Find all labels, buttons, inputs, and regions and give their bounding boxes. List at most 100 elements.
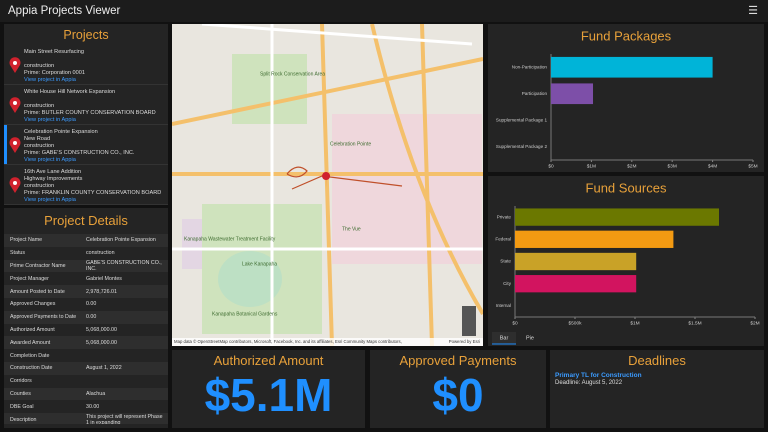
detail-label: Counties bbox=[10, 390, 31, 397]
project-item[interactable]: White House Hill Network Expansion constr… bbox=[4, 85, 168, 125]
bar bbox=[515, 252, 637, 271]
y-tick-label: Federal bbox=[495, 237, 511, 242]
pin-icon bbox=[9, 177, 21, 193]
pin-dot bbox=[13, 101, 17, 105]
pin-dot bbox=[13, 141, 17, 145]
project-link[interactable]: View project in Appia bbox=[24, 157, 76, 163]
map-label: Kanapaha Botanical Gardens bbox=[212, 311, 278, 317]
detail-row: Completion Date bbox=[4, 349, 168, 362]
project-line: Prime: BUTLER COUNTY CONSERVATION BOARD bbox=[24, 110, 156, 116]
bar bbox=[515, 275, 637, 293]
detail-row: Counties Alachua bbox=[4, 387, 168, 401]
panel-title: Deadlines bbox=[628, 353, 686, 368]
detail-label: Construction Date bbox=[10, 365, 53, 372]
detail-row: Amount Posted to Date 2,978,726.01 bbox=[4, 285, 168, 298]
x-tick-label: $0 bbox=[512, 320, 518, 326]
attribution-bar bbox=[172, 338, 483, 346]
bar bbox=[515, 208, 719, 226]
detail-label: Project Manager bbox=[10, 275, 49, 282]
project-link[interactable]: View project in Appia bbox=[24, 117, 76, 123]
tab[interactable] bbox=[492, 332, 516, 344]
panel-title: Approved Payments bbox=[399, 353, 517, 368]
detail-label: Awarded Amount bbox=[10, 339, 51, 346]
zoom-controls[interactable] bbox=[462, 306, 476, 336]
detail-label: Approved Payments to Date bbox=[10, 314, 77, 321]
detail-value: construction bbox=[86, 250, 115, 257]
chart-title: Fund Packages bbox=[581, 28, 672, 43]
detail-value: 0.00 bbox=[86, 314, 97, 321]
detail-label: Authorized Amount bbox=[10, 326, 55, 333]
detail-value: Gabriel Montes bbox=[86, 275, 122, 282]
x-tick-label: $500k bbox=[568, 320, 582, 326]
project-link[interactable]: View project in Appia bbox=[24, 77, 76, 83]
project-link[interactable]: View project in Appia bbox=[24, 197, 76, 203]
map-label: The Vue bbox=[342, 226, 361, 232]
project-item[interactable]: Main Street Resurfacing construction Prime… bbox=[4, 45, 168, 85]
project-route bbox=[286, 166, 403, 190]
detail-label: Project Name bbox=[10, 237, 43, 244]
detail-value: 30.00 bbox=[86, 403, 100, 410]
tab-label[interactable]: Bar bbox=[500, 335, 509, 341]
project-line: construction bbox=[24, 183, 55, 189]
fund-sources-panel: Fund Sources $0 $500k $1M $1.5M $2M Private Fed… bbox=[488, 176, 764, 346]
detail-value: 5,068,000.00 bbox=[86, 326, 117, 333]
map[interactable]: Split Rock Conservation Area Kanapaha Was… bbox=[172, 24, 483, 346]
authorized-panel: Authorized Amount $5.1M bbox=[172, 350, 365, 428]
y-tick-label: Supplemental Package 2 bbox=[496, 144, 548, 149]
map-label: Lake Kanapaha bbox=[242, 261, 277, 267]
detail-row: Description This project will represent P… bbox=[4, 413, 168, 424]
map-label: Split Rock Conservation Area bbox=[260, 71, 325, 77]
y-tick-label: Internal bbox=[496, 303, 511, 308]
approved-panel: Approved Payments $0 bbox=[370, 350, 546, 428]
tab-label[interactable]: Pie bbox=[526, 335, 534, 341]
kpi-value: $5.1M bbox=[204, 369, 333, 421]
y-tick-label: Supplemental Package 1 bbox=[496, 117, 548, 122]
pin bbox=[9, 57, 21, 73]
tab[interactable] bbox=[518, 332, 542, 344]
project-line: Prime: FRANKLIN COUNTY CONSERVATION BOAR… bbox=[24, 190, 162, 196]
detail-row: DBE Goal 30.00 bbox=[4, 400, 168, 414]
detail-value: This project will represent Phase 1 in e… bbox=[86, 413, 163, 424]
detail-value: August 1, 2022 bbox=[86, 365, 122, 372]
detail-value: 5,068,000.00 bbox=[86, 339, 117, 346]
x-tick-label: $1.5M bbox=[688, 320, 701, 326]
pin-dot bbox=[13, 181, 17, 185]
park bbox=[232, 54, 307, 124]
y-tick-label: Non-Participation bbox=[512, 64, 548, 69]
pin bbox=[9, 137, 21, 153]
detail-row: Approved Payments to Date 0.00 bbox=[4, 310, 168, 324]
y-tick-label: Private bbox=[497, 214, 512, 219]
detail-label: Description bbox=[10, 416, 37, 423]
x-tick-label: $1M bbox=[587, 163, 596, 169]
project-item[interactable]: 16th Ave Lane Addition Highway Improvemen… bbox=[4, 165, 168, 205]
panel-title: Projects bbox=[63, 28, 109, 42]
pin-icon bbox=[9, 57, 21, 73]
y-tick-label: City bbox=[503, 281, 512, 286]
map-label: Celebration Pointe bbox=[330, 141, 371, 147]
kpi-value: $0 bbox=[432, 369, 484, 421]
district bbox=[332, 114, 482, 264]
panel-title: Project Details bbox=[44, 213, 128, 228]
details-table: Project Name Celebration Pointe Expansion… bbox=[4, 234, 168, 424]
details-panel: Project Details Project Name Celebration … bbox=[4, 208, 168, 428]
map-label: Kanapaha Wastewater Treatment Facility bbox=[184, 236, 276, 242]
deadline-name[interactable]: Primary TL for Construction bbox=[555, 372, 642, 379]
detail-value: 0.00 bbox=[86, 301, 97, 308]
project-item[interactable]: Celebration Pointe Expansion New Road cons… bbox=[4, 125, 168, 165]
detail-value: Alachua bbox=[86, 390, 106, 397]
deadline-list: Primary TL for Construction Deadline: Aug… bbox=[555, 372, 764, 386]
detail-row: Project Name Celebration Pointe Expansion bbox=[4, 234, 168, 247]
project-line: Celebration Pointe Expansion bbox=[24, 129, 98, 135]
bar bbox=[551, 56, 713, 78]
deadline-date: Deadline: August 5, 2022 bbox=[555, 380, 623, 386]
chart-title: Fund Sources bbox=[586, 180, 667, 195]
project-line: construction bbox=[24, 63, 55, 69]
project-line: White House Hill Network Expansion bbox=[24, 89, 116, 95]
detail-label: Status bbox=[10, 250, 26, 257]
project-line: Highway Improvements bbox=[24, 176, 83, 182]
x-tick-label: $2M bbox=[750, 320, 759, 326]
menu-button[interactable]: ☰ bbox=[748, 5, 758, 17]
app-title: Appia Projects Viewer bbox=[8, 5, 121, 17]
header: Appia Projects Viewer ☰ bbox=[0, 0, 768, 22]
map-panel: Split Rock Conservation Area Kanapaha Was… bbox=[172, 24, 483, 346]
